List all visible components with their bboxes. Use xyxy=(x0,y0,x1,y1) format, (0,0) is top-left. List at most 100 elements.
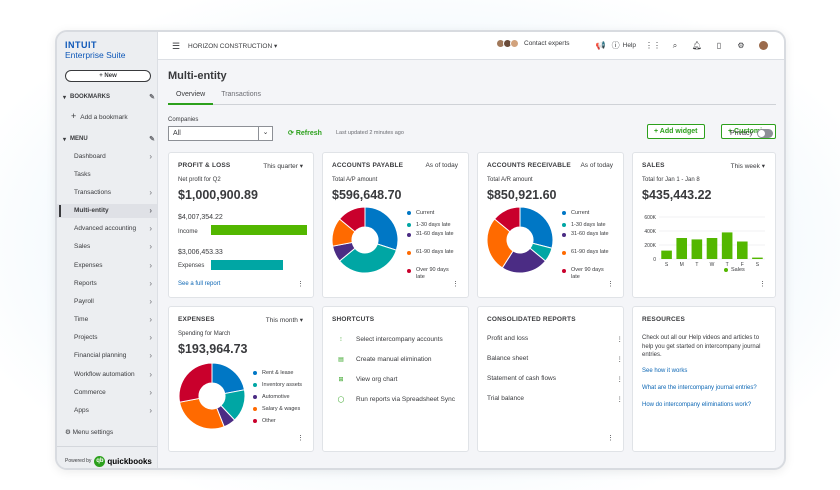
new-button[interactable]: + New xyxy=(65,70,151,82)
clipboard-icon[interactable]: ▯ xyxy=(716,41,722,50)
gear-icon[interactable]: ⚙ xyxy=(737,41,745,50)
app-window: INTUIT Enterprise Suite + New ▾ BOOKMARK… xyxy=(55,30,786,470)
donut-slice[interactable] xyxy=(338,243,398,274)
donut-slice[interactable] xyxy=(178,397,225,430)
donut-slice[interactable] xyxy=(211,362,246,395)
see-how-it-works-link[interactable]: See how it works xyxy=(642,368,688,374)
report-profit-and-loss[interactable]: Profit and loss ⋮ xyxy=(487,335,624,343)
legend-dot xyxy=(253,371,257,375)
sidebar-item-multi-entity[interactable]: Multi-entity › xyxy=(57,204,157,218)
sidebar-item-transactions[interactable]: Transactions › xyxy=(57,186,157,200)
pencil-icon[interactable]: ✎ xyxy=(149,136,155,143)
apps-grid-icon[interactable]: ⋮⋮ xyxy=(645,41,661,50)
sidebar-item-apps[interactable]: Apps › xyxy=(57,404,157,418)
toggle-switch[interactable] xyxy=(756,129,773,138)
plus-icon: + xyxy=(654,128,659,135)
shortcut-view-org-chart[interactable]: ⊞ View org chart xyxy=(335,376,397,383)
sidebar-item-payroll[interactable]: Payroll › xyxy=(57,295,157,309)
sales-bar[interactable] xyxy=(736,241,748,260)
company-switcher[interactable]: HORIZON CONSTRUCTION ▾ xyxy=(188,42,277,50)
more-options-icon[interactable]: ⋮ xyxy=(452,281,459,288)
donut-slice[interactable] xyxy=(338,206,366,233)
bookmarks-header[interactable]: ▾ BOOKMARKS ✎ xyxy=(63,93,155,101)
shortcut-select-intercompany-accounts[interactable]: ⁝ Select intercompany accounts xyxy=(335,336,443,343)
refresh-label: Refresh xyxy=(295,130,322,137)
hamburger-icon[interactable]: ☰ xyxy=(172,41,181,51)
eliminations-link[interactable]: How do intercompany eliminations work? xyxy=(642,402,752,408)
shortcut-spreadsheet-sync[interactable]: ◯ Run reports via Spreadsheet Sync xyxy=(335,396,455,403)
legend-dot xyxy=(407,223,411,227)
help-icon: ⓘ xyxy=(611,41,620,50)
privacy-toggle[interactable]: Privacy xyxy=(730,129,773,138)
report-label: Trial balance xyxy=(487,395,524,402)
sales-bar[interactable] xyxy=(691,239,703,259)
period-filter[interactable]: This quarter ▾ xyxy=(263,162,303,170)
y-tick-label: 400K xyxy=(644,229,656,235)
more-options-icon[interactable]: ⋮ xyxy=(297,281,304,288)
contact-experts[interactable]: Contact experts xyxy=(496,39,570,48)
pencil-icon[interactable]: ✎ xyxy=(149,94,155,101)
sales-bar[interactable] xyxy=(661,250,672,259)
companies-select[interactable]: All ⌄ xyxy=(168,126,273,141)
sidebar-item-reports[interactable]: Reports › xyxy=(57,277,157,291)
more-options-icon[interactable]: ⋮ xyxy=(607,281,614,288)
sidebar-item-tasks[interactable]: Tasks xyxy=(57,168,157,182)
legend-item: Current xyxy=(562,207,611,219)
sidebar-item-label: Multi-entity xyxy=(74,207,109,214)
sidebar-item-label: Advanced accounting xyxy=(74,225,137,232)
report-cash-flows[interactable]: Statement of cash flows ⋮ xyxy=(487,375,624,383)
report-trial-balance[interactable]: Trial balance ⋮ xyxy=(487,395,624,403)
chevron-down-icon[interactable]: ⌄ xyxy=(258,126,272,141)
sidebar-item-projects[interactable]: Projects › xyxy=(57,331,157,345)
sales-bar[interactable] xyxy=(706,238,718,259)
sidebar-item-workflow-automation[interactable]: Workflow automation › xyxy=(57,368,157,382)
sidebar-item-time[interactable]: Time › xyxy=(57,313,157,327)
donut-slice[interactable] xyxy=(519,206,554,249)
sidebar-item-sales[interactable]: Sales › xyxy=(57,240,157,254)
shortcut-create-manual-elimination[interactable]: ▤ Create manual elimination xyxy=(335,356,431,363)
menu-settings-link[interactable]: ⚙ Menu settings xyxy=(65,428,113,436)
tab-overview[interactable]: Overview xyxy=(168,91,214,105)
add-bookmark-link[interactable]: + Add a bookmark xyxy=(71,111,128,121)
tab-transactions[interactable]: Transactions xyxy=(221,91,261,98)
more-options-icon[interactable]: ⋮ xyxy=(616,336,624,343)
search-icon[interactable]: ⌕ xyxy=(672,40,678,50)
chevron-down-icon: ▾ xyxy=(63,136,67,143)
x-tick-label: T xyxy=(695,262,698,268)
sales-bar[interactable] xyxy=(752,257,763,259)
sidebar-item-advanced-accounting[interactable]: Advanced accounting › xyxy=(57,222,157,236)
sidebar-item-dashboard[interactable]: Dashboard › xyxy=(57,150,157,164)
more-options-icon[interactable]: ⋮ xyxy=(616,396,624,403)
sidebar-item-expenses[interactable]: Expenses › xyxy=(57,259,157,273)
legend-label: 61-90 days late xyxy=(416,249,454,255)
period-filter[interactable]: This month ▾ xyxy=(266,316,303,324)
help-button[interactable]: ⓘ Help xyxy=(612,40,636,51)
add-widget-button[interactable]: + Add widget xyxy=(647,124,705,139)
donut-slice[interactable] xyxy=(364,206,399,251)
more-options-icon[interactable]: ⋮ xyxy=(759,281,766,288)
journal-entries-link[interactable]: What are the intercompany journal entrie… xyxy=(642,385,757,391)
more-options-icon[interactable]: ⋮ xyxy=(616,356,624,363)
refresh-button[interactable]: ⟳ Refresh xyxy=(288,129,322,137)
period-filter[interactable]: This week ▾ xyxy=(731,162,765,170)
chevron-right-icon: › xyxy=(149,297,152,306)
sales-bar[interactable] xyxy=(676,238,688,259)
report-balance-sheet[interactable]: Balance sheet ⋮ xyxy=(487,355,624,363)
menu-header[interactable]: ▾ MENU ✎ xyxy=(63,135,155,143)
sidebar-item-commerce[interactable]: Commerce › xyxy=(57,386,157,400)
chevron-right-icon: › xyxy=(149,279,152,288)
profile-avatar-icon[interactable] xyxy=(752,41,774,51)
shortcut-label: Run reports via Spreadsheet Sync xyxy=(356,396,455,403)
bell-icon[interactable]: 🔔︎ xyxy=(691,41,703,50)
donut-slice[interactable] xyxy=(493,206,521,233)
more-options-icon[interactable]: ⋮ xyxy=(607,435,614,442)
quickbooks-icon: qb xyxy=(94,455,106,467)
net-profit-amount: $1,000,900.89 xyxy=(178,188,258,202)
more-options-icon[interactable]: ⋮ xyxy=(616,376,624,383)
megaphone-icon[interactable]: 📢 xyxy=(595,41,606,50)
donut-slice[interactable] xyxy=(178,362,213,403)
sales-bar[interactable] xyxy=(721,232,733,259)
full-report-link[interactable]: See a full report xyxy=(178,281,221,287)
more-options-icon[interactable]: ⋮ xyxy=(297,435,304,442)
sidebar-item-financial-planning[interactable]: Financial planning › xyxy=(57,349,157,363)
